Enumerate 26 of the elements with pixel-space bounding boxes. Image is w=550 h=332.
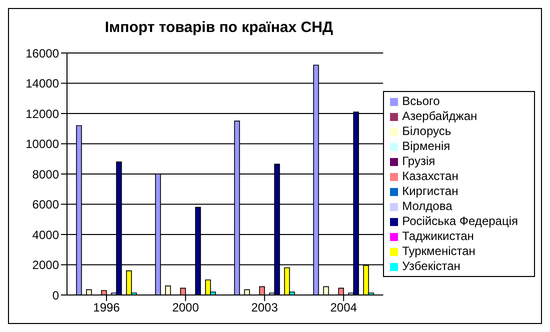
legend-label: Казахстан [402, 169, 458, 183]
y-tick-label: 6000 [32, 198, 60, 212]
legend-label: Узбекістан [402, 259, 460, 273]
legend-label: Вірменія [402, 139, 450, 153]
legend-label: Таджикистан [402, 229, 474, 243]
y-tick-label: 10000 [26, 137, 60, 152]
x-tick-label: 2003 [251, 300, 278, 315]
legend-label: Киргистан [402, 184, 458, 198]
legend-label: Грузія [402, 154, 436, 168]
x-tick-label: 2000 [172, 300, 200, 315]
y-tick-label: 2000 [32, 258, 60, 272]
y-tick-label: 12000 [26, 106, 60, 121]
legend-label: Азербайджан [402, 109, 478, 123]
legend-label: Всього [402, 94, 440, 108]
legend-label: Туркменістан [402, 244, 476, 258]
legend-label: Білорусь [402, 124, 452, 138]
legend-label: Молдова [402, 199, 452, 213]
x-tick-label: 2004 [330, 300, 358, 315]
x-tick-label: 1996 [93, 300, 120, 315]
chart-title: Імпорт товарів по країнах СНД [104, 19, 334, 36]
y-tick-label: 0 [52, 288, 60, 302]
y-tick-label: 16000 [26, 46, 60, 60]
y-tick-label: 8000 [32, 167, 60, 182]
y-tick-label: 14000 [26, 76, 60, 91]
legend-label: Російська Федерація [402, 214, 518, 228]
y-tick-label: 4000 [32, 228, 60, 242]
